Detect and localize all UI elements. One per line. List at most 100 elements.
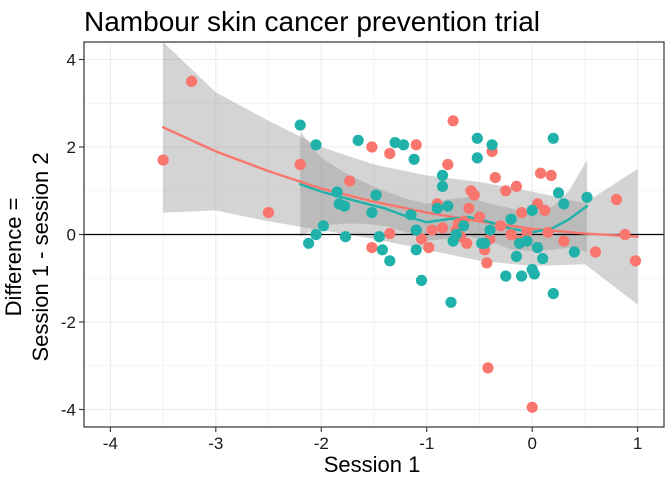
x-tick-label: -3 <box>208 434 223 453</box>
data-point-series-1 <box>468 189 480 201</box>
data-point-series-1 <box>262 207 275 219</box>
data-point-series-1 <box>589 246 602 258</box>
y-tick-label: -4 <box>61 401 76 420</box>
data-point-series-1 <box>489 172 501 184</box>
data-point-series-2 <box>479 237 491 249</box>
data-point-series-2 <box>303 237 315 249</box>
data-point-series-1 <box>461 237 473 249</box>
data-point-series-2 <box>547 288 559 300</box>
data-point-series-1 <box>526 401 538 413</box>
data-point-series-1 <box>436 222 449 234</box>
data-point-series-2 <box>558 198 570 210</box>
data-point-series-2 <box>366 207 378 219</box>
data-point-series-2 <box>410 224 422 236</box>
data-point-series-2 <box>568 246 581 258</box>
data-point-series-1 <box>442 158 454 171</box>
data-point-series-2 <box>397 139 410 151</box>
data-point-series-2 <box>339 231 352 243</box>
data-point-series-1 <box>510 180 522 192</box>
data-point-series-1 <box>447 115 459 127</box>
data-point-series-2 <box>471 132 483 144</box>
data-point-series-2 <box>389 137 401 149</box>
data-point-series-1 <box>366 141 378 153</box>
data-point-series-2 <box>526 204 538 216</box>
data-point-series-2 <box>531 242 544 254</box>
data-point-series-2 <box>552 187 565 199</box>
smooth-curve-1 <box>161 126 639 238</box>
data-point-series-1 <box>423 242 435 254</box>
data-point-series-1 <box>384 148 396 160</box>
data-points <box>157 75 642 413</box>
data-point-series-2 <box>450 228 462 241</box>
data-point-series-1 <box>545 169 557 181</box>
data-point-series-1 <box>481 257 493 269</box>
y-axis-title-line-2: Session 1 - session 2 <box>28 152 53 361</box>
axis-ticks: -4 -3 -2 -1 0 1 -4 -2 0 2 4 <box>61 51 642 454</box>
data-point-series-1 <box>500 185 512 197</box>
data-point-series-1 <box>516 207 528 219</box>
data-point-series-2 <box>405 209 417 221</box>
data-point-series-2 <box>317 220 329 232</box>
data-point-series-2 <box>376 244 388 256</box>
chart-title: Nambour skin cancer prevention trial <box>84 6 540 37</box>
data-point-series-2 <box>510 250 522 262</box>
y-tick-label: 4 <box>67 51 76 70</box>
data-point-series-2 <box>537 253 549 265</box>
data-point-series-2 <box>410 244 422 256</box>
data-point-series-2 <box>528 268 540 280</box>
data-point-series-2 <box>505 213 517 225</box>
data-point-series-2 <box>521 235 533 247</box>
x-tick-label: 1 <box>633 434 642 453</box>
data-point-series-2 <box>431 202 443 214</box>
data-point-series-1 <box>539 204 551 216</box>
data-point-series-1 <box>482 362 494 374</box>
data-point-series-2 <box>310 139 322 151</box>
y-tick-label: -2 <box>61 313 76 332</box>
data-point-series-2 <box>442 200 454 212</box>
data-point-series-1 <box>294 158 306 171</box>
data-point-series-2 <box>408 153 420 165</box>
y-tick-label: 2 <box>67 138 76 157</box>
data-point-series-2 <box>484 224 496 236</box>
x-tick-label: 0 <box>527 434 536 453</box>
data-point-series-2 <box>436 180 449 192</box>
data-point-series-2 <box>370 189 382 201</box>
x-tick-label: -4 <box>103 434 118 453</box>
data-point-series-2 <box>338 200 351 212</box>
data-point-series-2 <box>415 274 428 286</box>
data-point-series-1 <box>344 175 356 187</box>
data-point-series-1 <box>505 228 517 241</box>
data-point-series-1 <box>619 228 631 241</box>
data-point-series-1 <box>384 228 396 240</box>
data-point-series-1 <box>463 202 475 214</box>
data-point-series-2 <box>384 255 396 267</box>
data-point-series-2 <box>547 132 559 144</box>
x-tick-label: -1 <box>419 434 434 453</box>
data-point-series-2 <box>294 119 306 131</box>
data-point-series-1 <box>410 139 422 151</box>
y-tick-label: 0 <box>67 226 76 245</box>
data-point-series-1 <box>494 220 507 232</box>
x-axis-title: Session 1 <box>324 452 421 477</box>
data-point-series-2 <box>436 169 449 181</box>
data-point-series-2 <box>581 191 593 203</box>
data-point-series-2 <box>331 186 343 198</box>
data-point-series-2 <box>486 139 498 151</box>
data-point-series-2 <box>445 296 457 308</box>
data-point-series-2 <box>500 270 512 282</box>
data-point-series-1 <box>629 255 642 267</box>
data-point-series-1 <box>157 154 169 166</box>
data-point-series-2 <box>373 231 385 243</box>
data-point-series-1 <box>473 211 486 223</box>
data-point-series-1 <box>610 193 623 206</box>
data-point-series-2 <box>458 220 470 232</box>
data-point-series-2 <box>471 152 483 164</box>
y-axis-title-line-1: Difference = <box>1 198 26 317</box>
data-point-series-1 <box>542 226 554 238</box>
data-point-series-1 <box>415 233 428 245</box>
data-point-series-1 <box>521 226 533 238</box>
data-point-series-2 <box>516 270 528 282</box>
data-point-series-2 <box>310 228 322 241</box>
x-tick-label: -2 <box>314 434 329 453</box>
